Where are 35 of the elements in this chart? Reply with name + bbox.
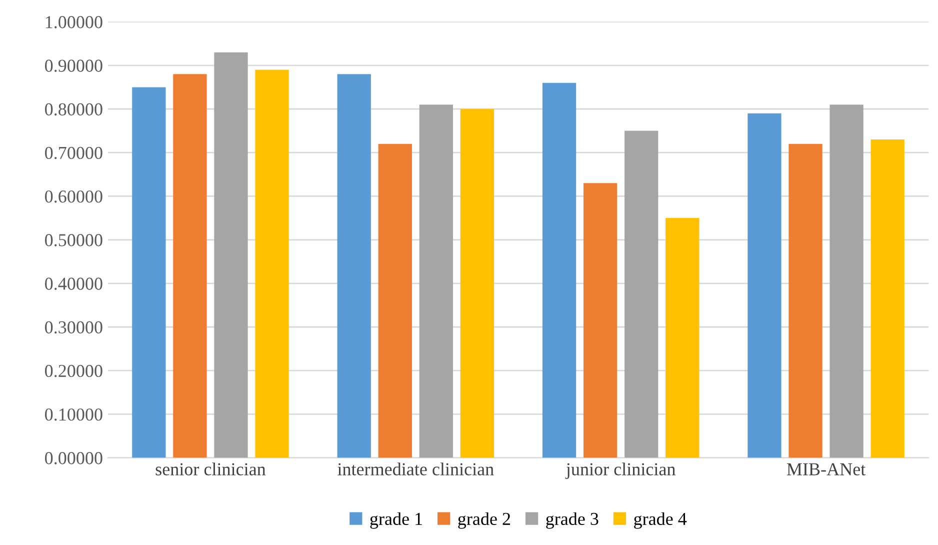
y-tick-label: 0.10000 bbox=[45, 408, 102, 421]
y-tick-label: 0.30000 bbox=[45, 321, 102, 334]
y-tick-label: 0.60000 bbox=[45, 190, 102, 203]
bar bbox=[748, 113, 782, 458]
x-tick-label: junior clinician bbox=[565, 462, 676, 480]
bar bbox=[460, 109, 494, 458]
y-tick-label: 0.20000 bbox=[45, 364, 102, 378]
bar bbox=[337, 74, 371, 458]
bar bbox=[173, 74, 207, 458]
y-tick-label: 0.40000 bbox=[45, 278, 102, 290]
bar bbox=[542, 82, 576, 458]
legend-label: grade 3 bbox=[546, 512, 598, 529]
legend-label: grade 2 bbox=[458, 512, 510, 529]
legend-label: grade 4 bbox=[634, 512, 687, 529]
bar bbox=[255, 70, 289, 458]
y-tick-label: 0.70000 bbox=[45, 146, 102, 160]
bar bbox=[666, 218, 700, 458]
bar bbox=[788, 144, 822, 458]
y-tick-label: 0.50000 bbox=[45, 234, 102, 246]
x-tick-label: intermediate clinician bbox=[338, 462, 494, 476]
bar bbox=[830, 104, 864, 458]
bar bbox=[419, 104, 453, 458]
bar bbox=[583, 183, 618, 458]
bar bbox=[870, 140, 904, 458]
legend-label: grade 1 bbox=[370, 512, 422, 529]
bar bbox=[624, 130, 658, 458]
x-tick-label: MIB-ANet bbox=[786, 463, 866, 476]
bar bbox=[214, 52, 248, 458]
y-tick-label: 1.00000 bbox=[46, 16, 102, 28]
x-tick-label: senior clinician bbox=[156, 462, 266, 476]
y-tick-label: 0.80000 bbox=[45, 103, 102, 116]
bar bbox=[132, 87, 166, 458]
y-tick-label: 0.90000 bbox=[45, 60, 102, 72]
y-tick-label: 0.00000 bbox=[45, 452, 102, 464]
bar bbox=[378, 144, 412, 458]
